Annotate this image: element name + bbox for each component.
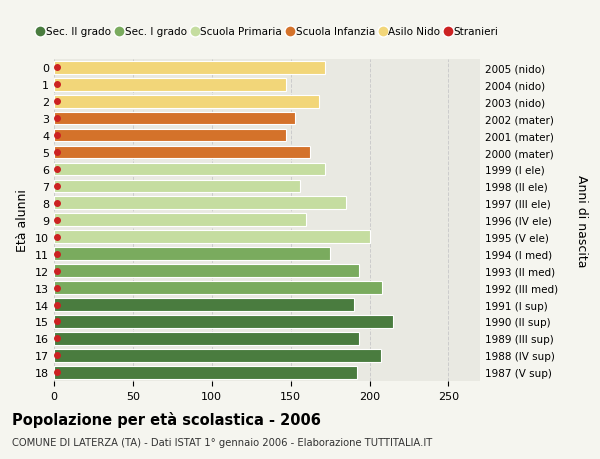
Bar xyxy=(54,332,359,345)
Bar xyxy=(54,129,286,142)
Bar xyxy=(54,282,382,294)
Bar xyxy=(54,366,357,379)
Text: COMUNE DI LATERZA (TA) - Dati ISTAT 1° gennaio 2006 - Elaborazione TUTTITALIA.IT: COMUNE DI LATERZA (TA) - Dati ISTAT 1° g… xyxy=(12,437,432,447)
Bar xyxy=(54,231,370,244)
Bar xyxy=(54,349,380,362)
Bar xyxy=(54,180,300,193)
Y-axis label: Anni di nascita: Anni di nascita xyxy=(575,174,587,267)
Bar xyxy=(54,298,354,311)
Y-axis label: Età alunni: Età alunni xyxy=(16,189,29,252)
Bar xyxy=(54,214,307,227)
Text: Popolazione per età scolastica - 2006: Popolazione per età scolastica - 2006 xyxy=(12,411,321,427)
Bar xyxy=(54,163,325,176)
Bar xyxy=(54,78,286,91)
Bar xyxy=(54,248,330,261)
Bar xyxy=(54,95,319,108)
Bar xyxy=(54,62,325,74)
Bar xyxy=(54,146,310,159)
Bar xyxy=(54,197,346,210)
Bar xyxy=(54,265,359,277)
Legend: Sec. II grado, Sec. I grado, Scuola Primaria, Scuola Infanzia, Asilo Nido, Stran: Sec. II grado, Sec. I grado, Scuola Prim… xyxy=(34,23,503,41)
Bar xyxy=(54,315,393,328)
Bar xyxy=(54,112,295,125)
